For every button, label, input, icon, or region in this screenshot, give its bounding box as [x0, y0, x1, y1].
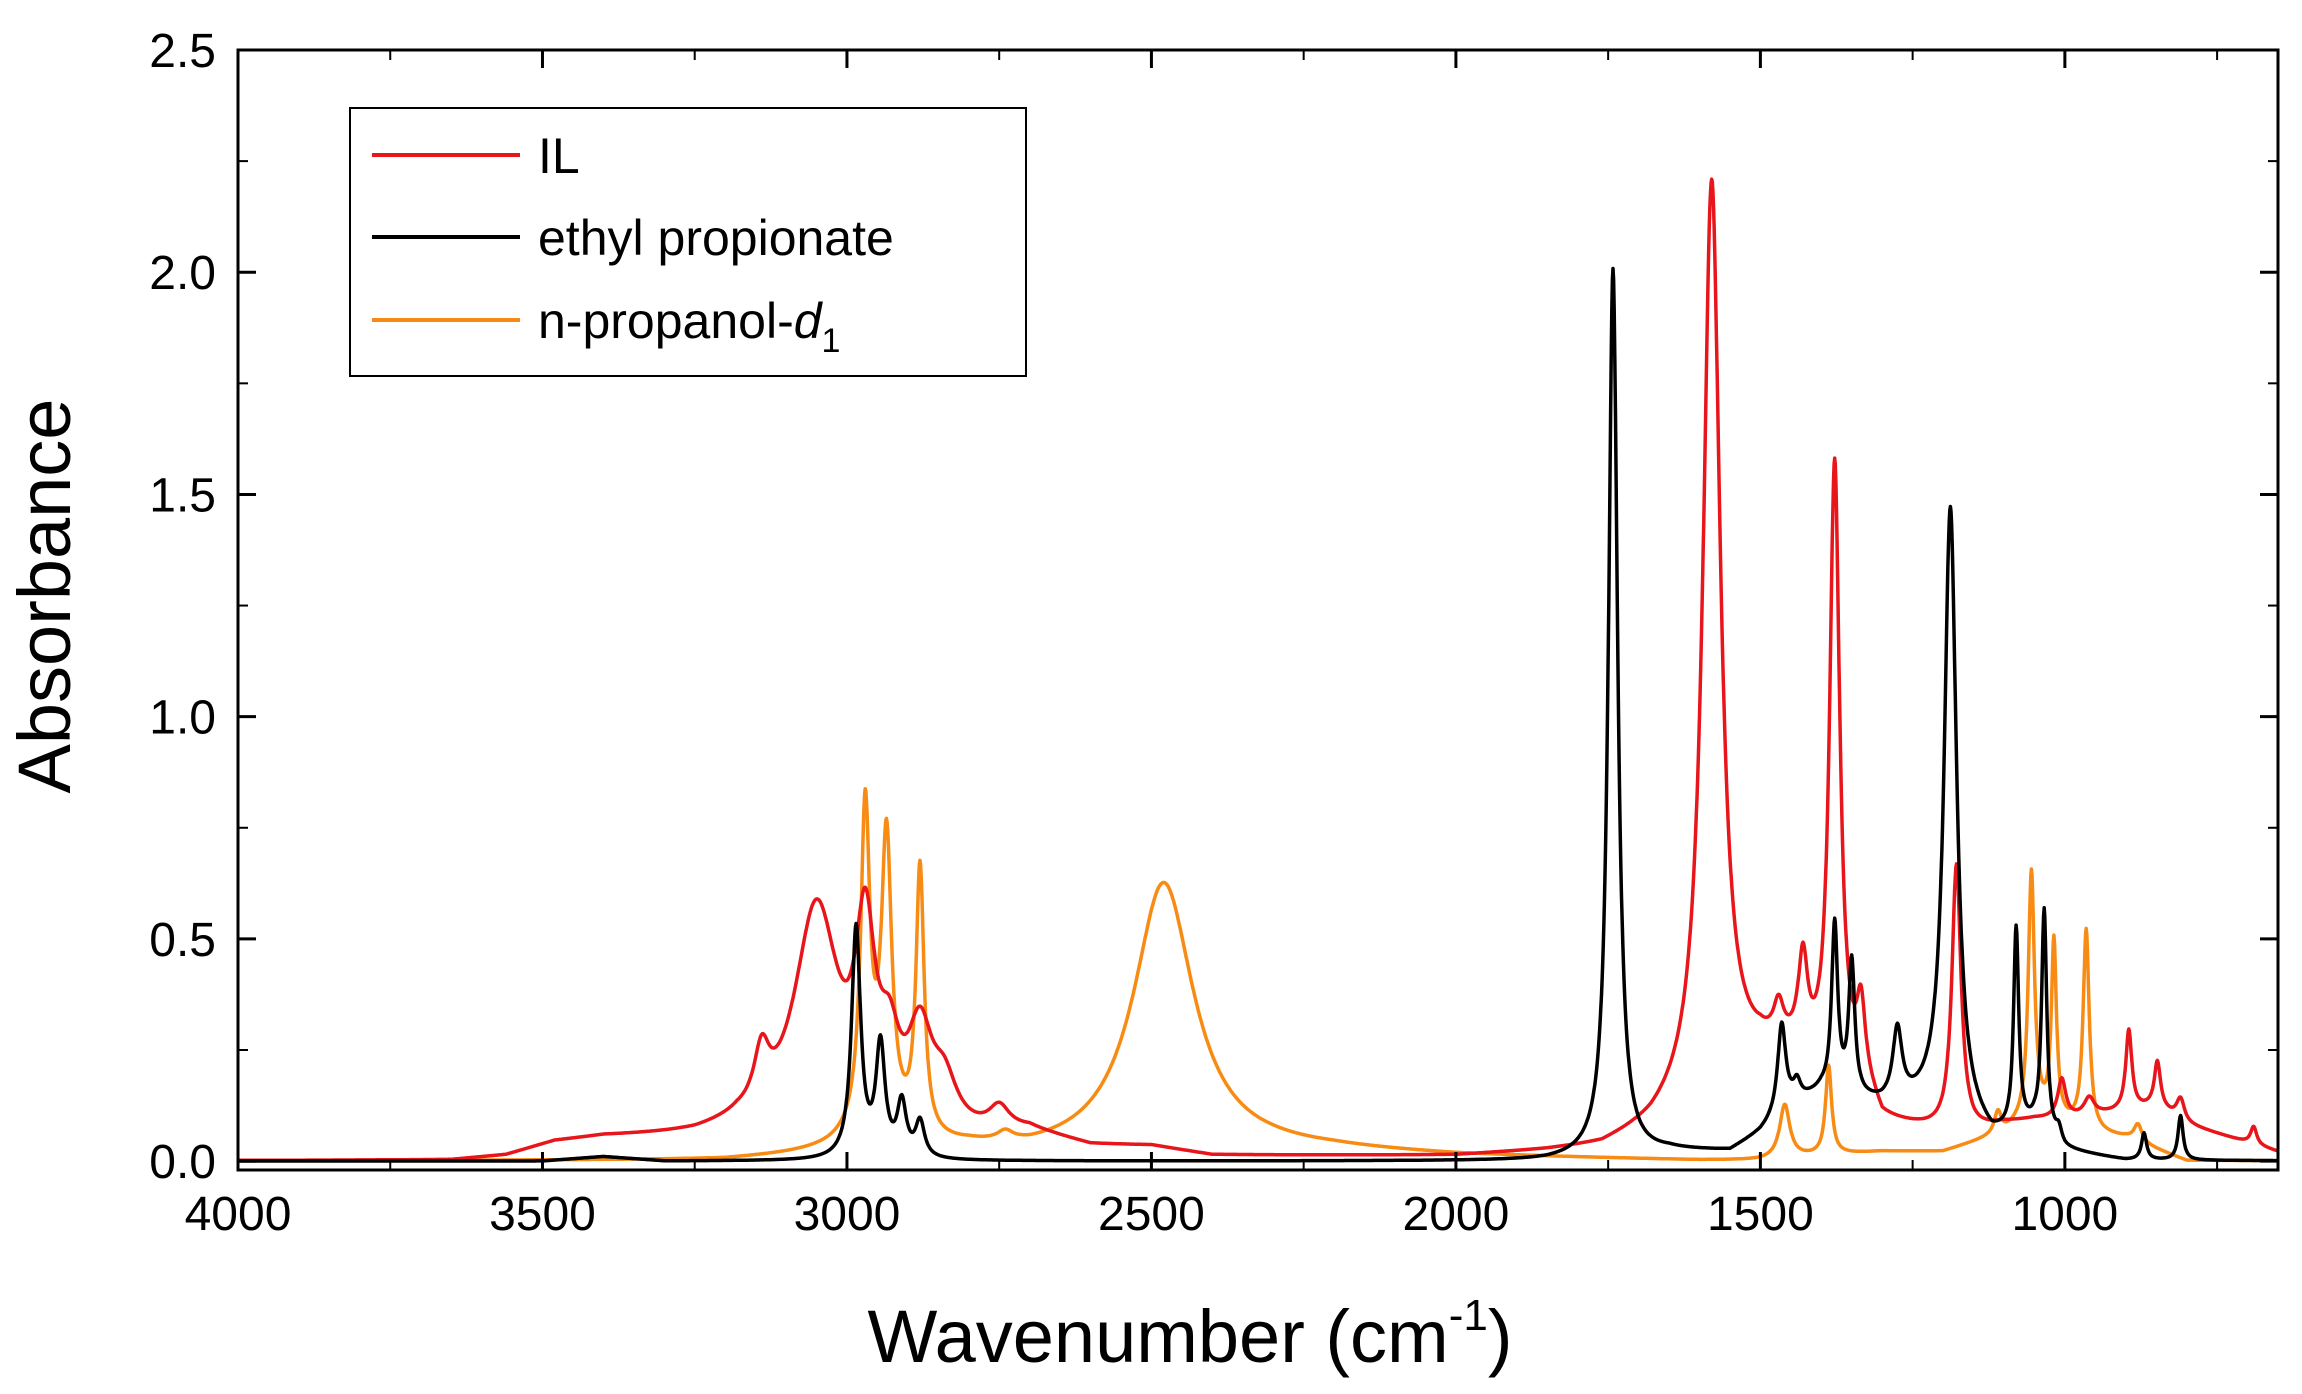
legend: IL ethyl propionate n-propanol-d1	[349, 107, 1027, 377]
legend-label-il: IL	[538, 128, 580, 184]
ticks-layer	[236, 48, 2278, 1170]
plot-frame	[236, 48, 2280, 1172]
series-ethyl-propionate-line	[236, 266, 2280, 1163]
x-tick-label: 3500	[489, 1188, 596, 1241]
x-axis-title: Wavenumber (cm-1)	[868, 1291, 1513, 1378]
x-tick-label: 2500	[1098, 1188, 1205, 1241]
x-tick-label: 3000	[794, 1188, 901, 1241]
x-axis-title-close: )	[1488, 1295, 1513, 1378]
legend-label-n-propanol-subscript: 1	[822, 322, 841, 360]
x-tick-label: 1000	[2011, 1188, 2118, 1241]
y-tick-label: 0.5	[149, 914, 216, 967]
y-tick-label: 0.0	[149, 1136, 216, 1189]
legend-label-ethyl-propionate: ethyl propionate	[538, 210, 894, 266]
labels-layer: 4000 3500 3000 2500 2000 1500 1000 0.0 0.5 1.0 1.5…	[149, 25, 2118, 1241]
legend-label-n-propanol-italic: d	[794, 293, 824, 349]
y-tick-label: 2.0	[149, 247, 216, 300]
y-tick-label: 2.5	[149, 25, 216, 78]
legend-label-n-propanol-main: n-propanol-	[538, 293, 794, 349]
y-tick-label: 1.5	[149, 469, 216, 522]
legend-box	[349, 107, 1027, 377]
legend-label-n-propanol-d1: n-propanol-d1	[538, 293, 840, 360]
x-tick-label: 2000	[1403, 1188, 1510, 1241]
x-tick-label: 4000	[185, 1188, 292, 1241]
x-tick-label: 1500	[1707, 1188, 1814, 1241]
y-tick-label: 1.0	[149, 692, 216, 745]
x-axis-title-main: Wavenumber (cm	[868, 1295, 1449, 1378]
y-axis-title: Absorbance	[3, 399, 86, 794]
x-axis-title-superscript: -1	[1449, 1291, 1488, 1340]
series-il-line	[236, 177, 2280, 1163]
series-layer	[236, 177, 2280, 1163]
